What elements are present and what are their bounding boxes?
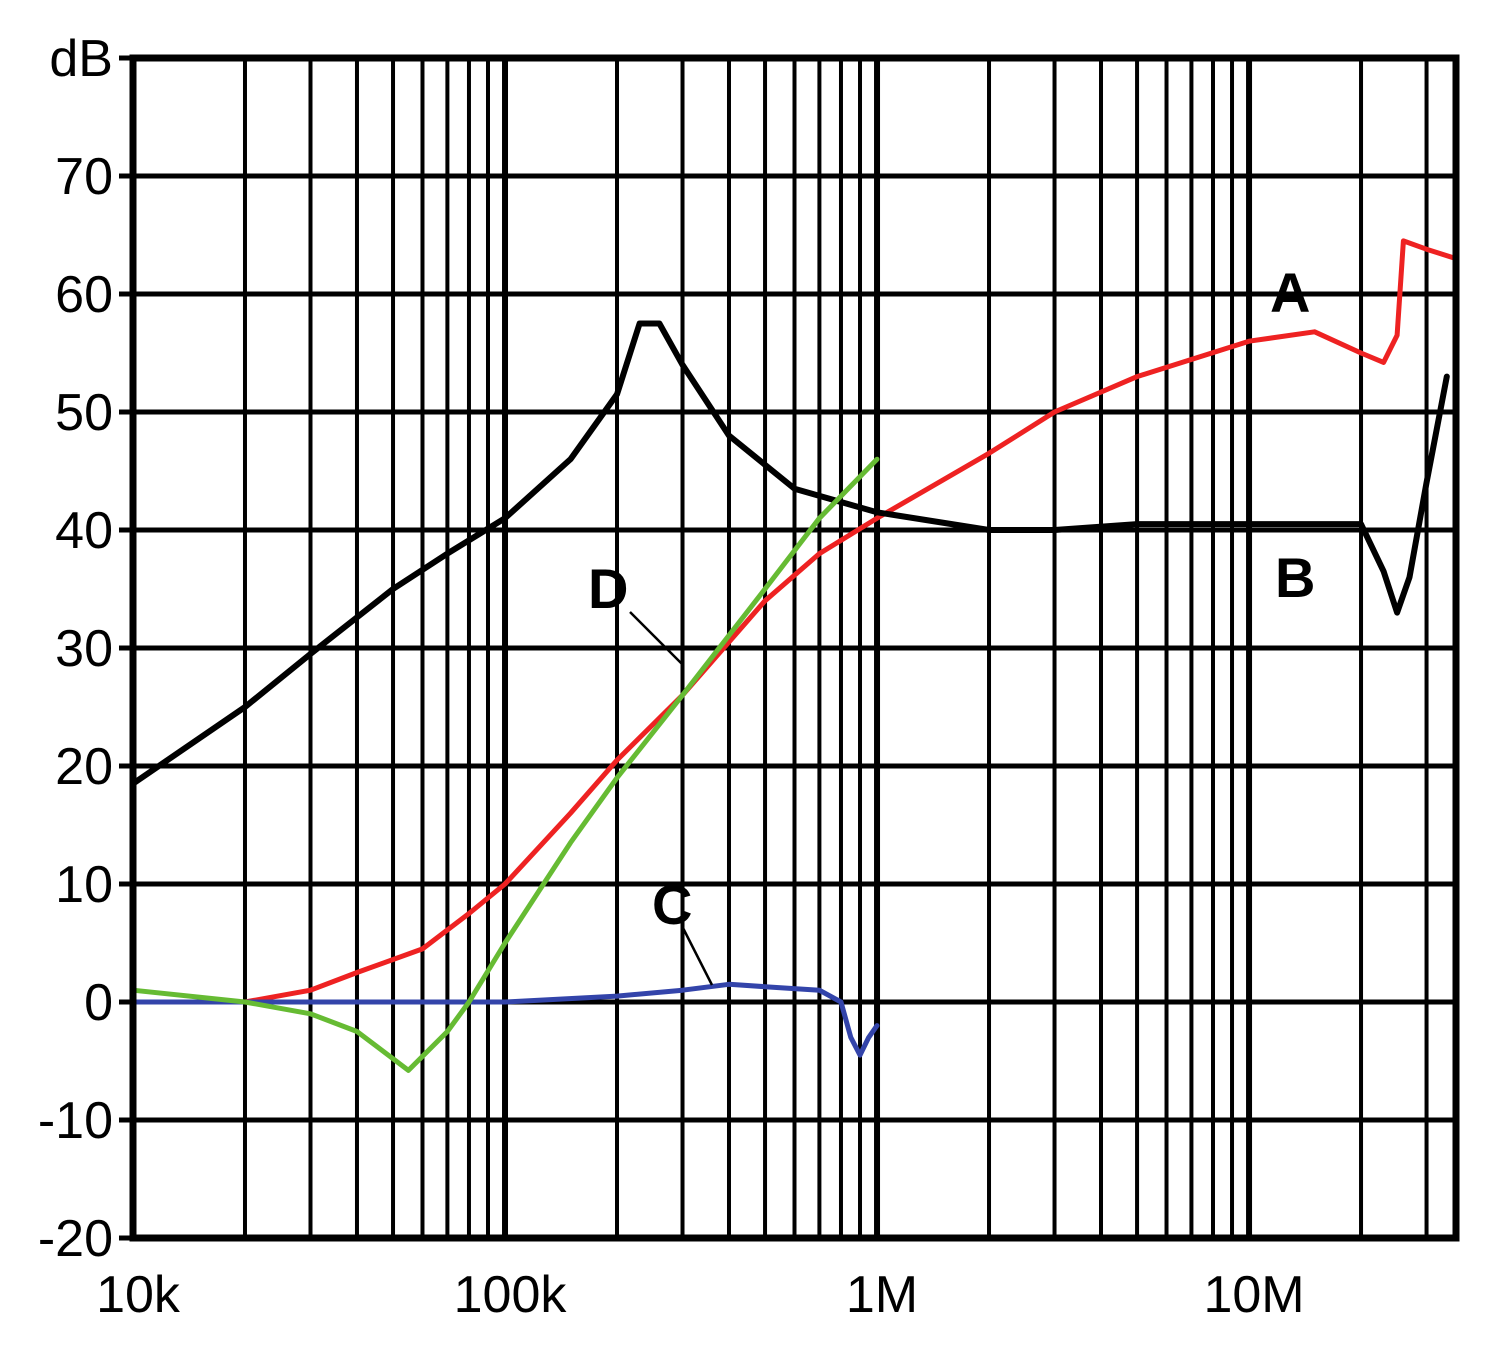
series-line-a — [130, 238, 1459, 1005]
series-layer — [130, 238, 1459, 1073]
y-tick-label: 50 — [55, 384, 113, 442]
x-tick-label: 10k — [96, 1266, 181, 1324]
y-tick-label: dB — [49, 30, 113, 88]
series-label-leader-c — [680, 925, 714, 986]
x-tick-label: 1M — [846, 1266, 918, 1324]
y-tick-label: 10 — [55, 856, 113, 914]
series-line-c — [130, 981, 880, 1058]
series-label-d: D — [588, 557, 628, 620]
series-label-leader-d — [629, 611, 683, 665]
series-label-c: C — [652, 873, 692, 936]
y-tick-label: -20 — [38, 1210, 113, 1268]
series-line-b — [130, 320, 1450, 787]
y-tick-label: 20 — [55, 738, 113, 796]
y-tick-labels: dB 70 60 50 40 30 20 10 0 -10 -20 — [38, 30, 113, 1268]
series-line-d — [130, 456, 880, 1073]
y-tick-label: 60 — [55, 266, 113, 324]
x-tick-labels: 10k 100k 1M 10M — [96, 1266, 1305, 1324]
series-label-a: A — [1270, 261, 1310, 324]
y-tick-label: 30 — [55, 620, 113, 678]
x-tick-label: 10M — [1203, 1266, 1304, 1324]
series-label-b: B — [1275, 546, 1315, 609]
y-tick-label: 0 — [84, 974, 113, 1032]
x-tick-label: 100k — [454, 1266, 568, 1324]
y-tick-label: 70 — [55, 148, 113, 206]
plot-frame — [129, 54, 1460, 1242]
series-labels: A B C D — [588, 261, 1345, 986]
y-tick-label: -10 — [38, 1092, 113, 1150]
y-tick-label: 40 — [55, 502, 113, 560]
